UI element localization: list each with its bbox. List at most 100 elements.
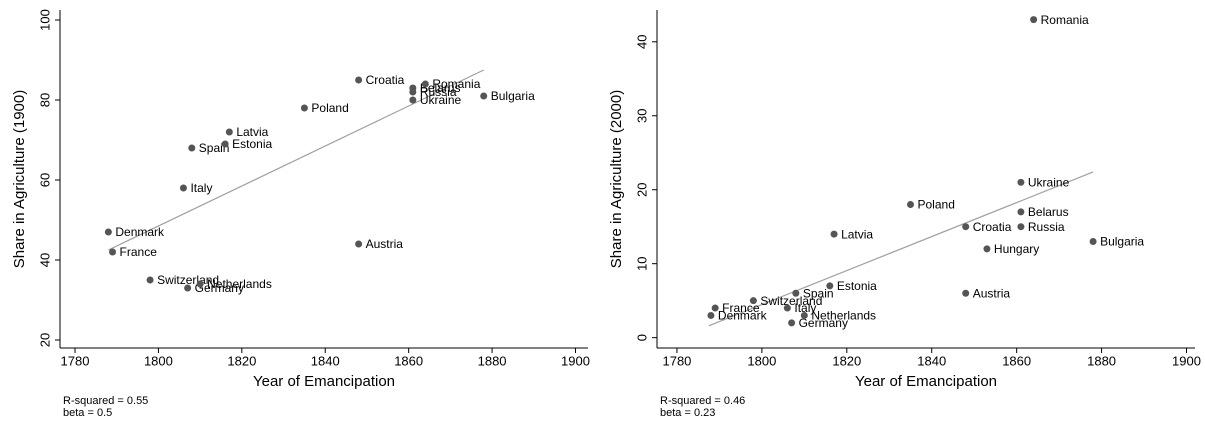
data-point — [109, 248, 117, 256]
point-label: Ukraine — [1028, 176, 1070, 190]
y-axis-title: Share in Agriculture (1900) — [11, 90, 28, 268]
data-point — [196, 280, 204, 288]
point-label: Bulgaria — [491, 89, 535, 103]
x-tick-label: 1860 — [394, 353, 423, 368]
point-label: Russia — [420, 85, 457, 99]
y-tick-label: 0 — [634, 334, 649, 341]
point-label: Austria — [366, 237, 404, 251]
annotation: beta = 0.23 — [660, 407, 715, 419]
point-label: Croatia — [366, 73, 405, 87]
data-point — [962, 223, 970, 231]
y-tick-label: 40 — [634, 35, 649, 49]
data-point — [749, 297, 757, 305]
annotation: beta = 0.5 — [63, 407, 112, 419]
x-tick-label: 1820 — [227, 353, 256, 368]
point-label: Netherlands — [207, 277, 272, 291]
point-label: Latvia — [236, 125, 268, 139]
data-point — [707, 311, 715, 319]
y-tick-label: 30 — [634, 109, 649, 123]
x-tick-label: 1800 — [144, 353, 173, 368]
data-point — [421, 80, 429, 88]
point-label: Hungary — [994, 242, 1039, 256]
x-tick-label: 1820 — [832, 353, 861, 368]
point-label: Denmark — [115, 225, 165, 239]
data-point — [830, 230, 838, 238]
fit-line — [108, 69, 484, 251]
data-point — [409, 88, 417, 96]
x-tick-label: 1880 — [478, 353, 507, 368]
data-point — [783, 304, 791, 312]
point-label: Germany — [799, 316, 848, 330]
point-label: Latvia — [841, 227, 873, 241]
x-tick-label: 1900 — [1172, 353, 1201, 368]
x-axis-title: Year of Emancipation — [855, 373, 997, 390]
fit-line — [708, 171, 1094, 327]
point-label: Ukraine — [420, 93, 462, 107]
y-tick-label: 20 — [37, 333, 52, 347]
x-tick-label: 1900 — [561, 353, 590, 368]
data-point — [1017, 223, 1025, 231]
annotation: R-squared = 0.46 — [660, 395, 745, 407]
data-point — [104, 228, 112, 236]
point-label: Croatia — [973, 220, 1012, 234]
point-label: Netherlands — [811, 309, 876, 323]
x-tick-label: 1800 — [747, 353, 776, 368]
data-point — [355, 240, 363, 248]
data-point — [962, 289, 970, 297]
point-label: Belarus — [420, 81, 461, 95]
point-label: France — [722, 301, 760, 315]
point-label: Poland — [311, 101, 348, 115]
data-point — [300, 104, 308, 112]
point-label: Estonia — [232, 137, 272, 151]
x-tick-label: 1780 — [662, 353, 691, 368]
panel: 1780 1800 1820 1840 1860 1880 1900 20 40 60 80 100 Y… — [11, 9, 590, 419]
data-point — [1089, 237, 1097, 245]
y-axis-title: Share in Agriculture (2000) — [608, 90, 625, 268]
x-tick-label: 1840 — [917, 353, 946, 368]
data-point — [146, 276, 154, 284]
y-tick-label: 60 — [37, 173, 52, 187]
data-point — [1017, 208, 1025, 216]
panel: 1780 1800 1820 1840 1860 1880 1900 0 10 20 30 40 Yea… — [608, 10, 1201, 419]
data-point — [826, 282, 834, 290]
data-point — [225, 128, 233, 136]
y-tick-label: 100 — [37, 9, 52, 31]
data-point — [711, 304, 719, 312]
point-label: Belarus — [1028, 205, 1069, 219]
point-label: Romania — [432, 77, 480, 91]
x-tick-label: 1860 — [1002, 353, 1031, 368]
point-label: Germany — [195, 281, 244, 295]
point-label: Bulgaria — [1100, 235, 1144, 249]
x-axis-title: Year of Emancipation — [253, 373, 395, 390]
data-point — [355, 76, 363, 84]
point-label: Italy — [190, 181, 212, 195]
y-tick-label: 40 — [37, 253, 52, 267]
y-tick-label: 20 — [634, 182, 649, 196]
x-tick-label: 1840 — [311, 353, 340, 368]
point-label: Spain — [803, 286, 834, 300]
data-point — [1030, 16, 1038, 24]
data-point — [221, 140, 229, 148]
data-point — [792, 289, 800, 297]
data-point — [184, 284, 192, 292]
point-label: Switzerland — [760, 294, 822, 308]
x-tick-label: 1780 — [61, 353, 90, 368]
data-point — [1017, 178, 1025, 186]
data-point — [409, 96, 417, 104]
data-point — [800, 311, 808, 319]
data-point — [179, 184, 187, 192]
point-label: Denmark — [718, 309, 768, 323]
x-tick-label: 1880 — [1087, 353, 1116, 368]
data-point — [788, 319, 796, 327]
y-tick-label: 80 — [37, 93, 52, 107]
data-point — [480, 92, 488, 100]
annotation: R-squared = 0.55 — [63, 395, 148, 407]
point-label: Italy — [794, 301, 816, 315]
point-label: Estonia — [837, 279, 877, 293]
y-tick-label: 10 — [634, 256, 649, 270]
data-point — [188, 144, 196, 152]
point-label: France — [120, 245, 158, 259]
point-label: Austria — [973, 286, 1011, 300]
point-label: Russia — [1028, 220, 1065, 234]
